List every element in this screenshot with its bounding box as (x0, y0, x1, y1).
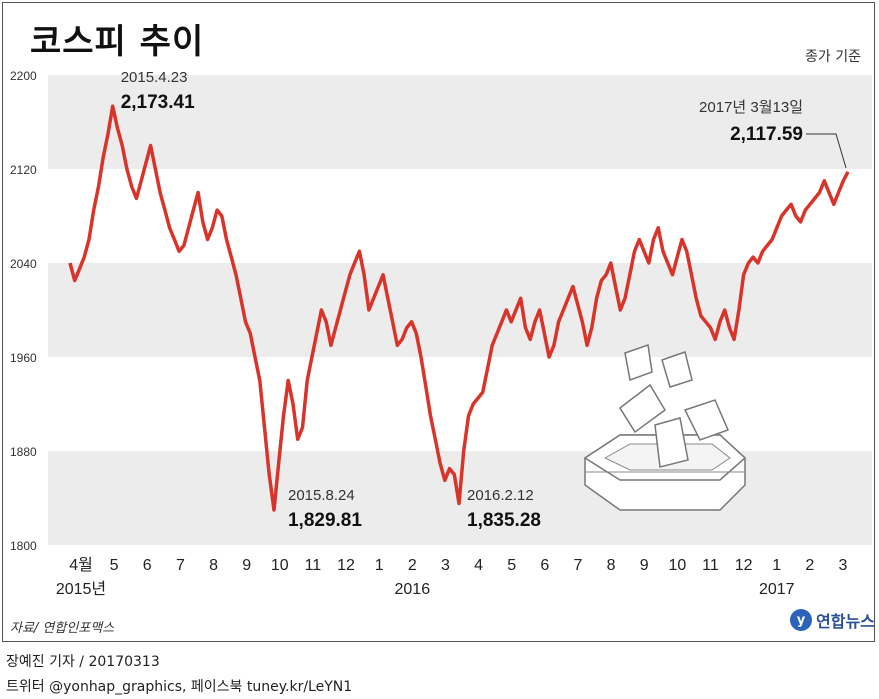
x-tick-label: 5 (507, 557, 516, 574)
x-tick-label: 3 (839, 557, 848, 574)
x-tick-label: 3 (441, 557, 450, 574)
credit-line: 장예진 기자 / 20170313 (6, 654, 160, 670)
yonhap-logo: y 연합뉴스 (790, 606, 875, 634)
y-tick-label: 1960 (10, 351, 37, 365)
x-tick-label: 4월 (69, 556, 93, 574)
annotation-date: 2015.8.24 (288, 487, 355, 504)
x-tick-label: 4 (474, 557, 483, 574)
chart-title: 코스피 추이 (30, 22, 205, 62)
x-tick-label: 12 (337, 557, 355, 574)
x-tick-label: 11 (702, 557, 719, 574)
x-tick-label: 2 (805, 557, 814, 574)
x-tick-label: 1 (375, 557, 384, 574)
annotation-value: 1,835.28 (467, 510, 541, 531)
x-tick-label: 6 (540, 557, 549, 574)
unit-note: 종가 기준 (805, 49, 861, 65)
annotation-date: 2017년 3월13일 (699, 99, 803, 116)
x-tick-label: 8 (607, 557, 616, 574)
annotation-leader (806, 133, 847, 168)
y-tick-label: 1800 (10, 539, 37, 553)
year-label: 2015년 (56, 580, 106, 598)
x-tick-label: 5 (110, 557, 119, 574)
grid-band (48, 75, 872, 169)
annotation-value: 2,117.59 (730, 124, 803, 145)
x-tick-label: 10 (668, 557, 686, 574)
x-tick-label: 9 (242, 557, 251, 574)
social-line: 트위터 @yonhap_graphics, 페이스북 tuney.kr/LeYN… (6, 679, 353, 695)
year-label: 2017 (759, 581, 795, 598)
x-tick-label: 1 (772, 557, 781, 574)
x-tick-label: 7 (176, 557, 185, 574)
x-tick-label: 2 (408, 557, 417, 574)
annotation-date: 2016.2.12 (467, 487, 534, 504)
x-tick-label: 9 (640, 557, 649, 574)
x-tick-label: 8 (209, 557, 218, 574)
logo-text: 연합뉴스 (816, 612, 875, 631)
x-tick-label: 7 (574, 557, 583, 574)
annotation-value: 2,173.41 (121, 92, 195, 113)
source-note: 자료/ 연합인포맥스 (10, 621, 115, 636)
annotation-value: 1,829.81 (288, 510, 362, 531)
x-tick-label: 10 (271, 557, 289, 574)
x-tick-label: 11 (305, 557, 322, 574)
ballot-box-illustration (583, 343, 747, 511)
x-tick-label: 12 (735, 557, 753, 574)
kospi-series-line (68, 104, 850, 512)
x-tick-label: 6 (143, 557, 152, 574)
annotation-date: 2015.4.23 (121, 69, 188, 86)
y-tick-label: 2200 (10, 69, 37, 83)
y-tick-label: 1880 (10, 445, 37, 459)
logo-mark-icon: y (790, 609, 812, 631)
y-tick-label: 2040 (10, 257, 37, 271)
grid-band (48, 263, 872, 357)
year-label: 2016 (395, 581, 431, 598)
y-tick-label: 2120 (10, 163, 37, 177)
